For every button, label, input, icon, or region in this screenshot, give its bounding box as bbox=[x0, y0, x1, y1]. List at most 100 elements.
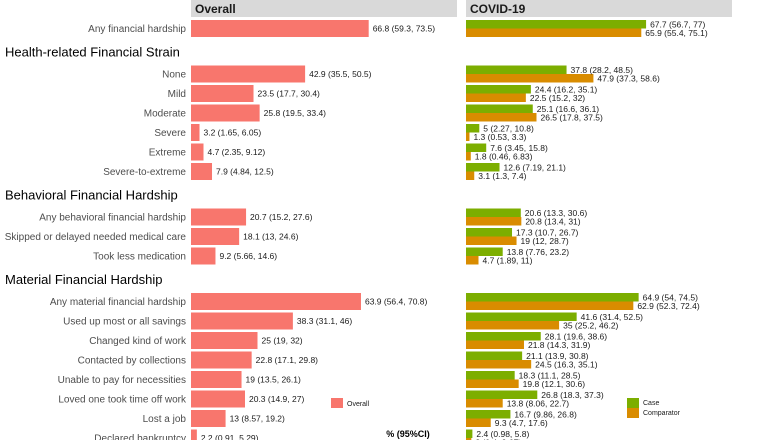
bar-label-case: 37.8 (28.2, 48.5) bbox=[571, 65, 634, 75]
bar-comparator bbox=[466, 418, 491, 427]
row-label: Extreme bbox=[149, 148, 187, 159]
bar-overall bbox=[191, 410, 226, 427]
bar-case bbox=[466, 65, 567, 74]
row-label: Lost a job bbox=[143, 414, 187, 425]
bar-case bbox=[466, 429, 473, 438]
bar-label-overall: 2.2 (0.91, 5.29) bbox=[201, 433, 259, 440]
bar-case bbox=[466, 410, 511, 419]
bar-label-case: 5 (2.27, 10.8) bbox=[483, 124, 534, 134]
bar-label-comparator: 47.9 (37.3, 58.6) bbox=[597, 74, 660, 84]
bar-overall bbox=[191, 163, 213, 180]
bar-comparator bbox=[466, 379, 519, 388]
bar-label-overall: 18.1 (13, 24.6) bbox=[243, 232, 298, 242]
bar-label-comparator: 1.3 (0.53, 3.3) bbox=[473, 132, 526, 142]
row-label: Unable to pay for necessities bbox=[58, 375, 186, 386]
row-label: Any financial hardship bbox=[88, 24, 186, 35]
bar-case bbox=[466, 104, 533, 113]
bar-case bbox=[466, 293, 639, 302]
row-label: Used up most or all savings bbox=[63, 317, 186, 328]
bar-label-overall: 4.7 (2.35, 9.12) bbox=[208, 147, 266, 157]
row-label: Changed kind of work bbox=[89, 336, 187, 347]
bar-overall bbox=[191, 20, 369, 37]
bar-comparator bbox=[466, 438, 472, 440]
bar-label-case: 26.8 (18.3, 37.3) bbox=[541, 390, 604, 400]
bar-label-case: 24.4 (16.2, 35.1) bbox=[535, 85, 598, 95]
bar-comparator bbox=[466, 28, 642, 37]
bar-label-overall: 42.9 (35.5, 50.5) bbox=[309, 69, 372, 79]
bar-overall bbox=[191, 65, 306, 83]
row-label: Took less medication bbox=[93, 252, 186, 263]
bar-case bbox=[466, 85, 531, 94]
bar-label-case: 12.6 (7.19, 21.1) bbox=[504, 163, 567, 173]
bar-label-overall: 25 (19, 32) bbox=[262, 336, 303, 346]
panel-title-covid: COVID-19 bbox=[470, 2, 526, 16]
section-title: Behavioral Financial Hardship bbox=[5, 188, 178, 203]
bar-overall bbox=[191, 293, 361, 310]
bar-comparator bbox=[466, 93, 526, 102]
bar-overall bbox=[191, 390, 245, 408]
row-label: Contacted by collections bbox=[78, 356, 186, 367]
bar-label-overall: 66.8 (59.3, 73.5) bbox=[373, 24, 436, 34]
bar-label-case: 20.6 (13.3, 30.6) bbox=[525, 208, 588, 218]
bar-case bbox=[466, 163, 500, 172]
bar-label-case: 13.8 (7.76, 23.2) bbox=[507, 247, 570, 257]
bar-case bbox=[466, 124, 480, 133]
bar-overall bbox=[191, 124, 200, 141]
bar-comparator bbox=[466, 152, 471, 161]
bar-label-overall: 20.3 (14.9, 27) bbox=[249, 394, 304, 404]
bar-overall bbox=[191, 104, 260, 122]
strip-covid bbox=[466, 0, 732, 17]
bar-label-overall: 9.2 (5.66, 14.6) bbox=[219, 251, 277, 261]
bar-label-comparator: 62.9 (52.3, 72.4) bbox=[637, 301, 700, 311]
section-title: Material Financial Hardship bbox=[5, 272, 163, 287]
bar-label-case: 25.1 (16.6, 36.1) bbox=[537, 104, 600, 114]
bar-label-case: 17.3 (10.7, 26.7) bbox=[516, 228, 579, 238]
bar-comparator bbox=[466, 256, 479, 265]
bar-overall bbox=[191, 429, 197, 440]
bar-overall bbox=[191, 208, 247, 226]
bar-label-overall: 19 (13.5, 26.1) bbox=[246, 375, 301, 385]
bar-label-case: 28.1 (19.6, 38.6) bbox=[545, 332, 608, 342]
bar-overall bbox=[191, 247, 216, 265]
bar-case bbox=[466, 143, 487, 152]
bar-case bbox=[466, 351, 523, 360]
bar-label-comparator: 2 (0.4, 9.67) bbox=[475, 438, 521, 440]
row-label: Moderate bbox=[144, 109, 187, 120]
bar-label-case: 67.7 (56.7, 77) bbox=[650, 20, 705, 30]
bar-case bbox=[466, 247, 503, 256]
bar-case bbox=[466, 332, 541, 341]
bar-label-overall: 63.9 (56.4, 70.8) bbox=[365, 297, 428, 307]
bar-label-case: 21.1 (13.9, 30.8) bbox=[526, 351, 589, 361]
legend-swatch-case bbox=[627, 398, 639, 408]
bar-overall bbox=[191, 85, 254, 102]
section-title: Health-related Financial Strain bbox=[5, 45, 180, 60]
bar-label-case: 18.3 (11.1, 28.5) bbox=[519, 371, 581, 381]
bar-overall bbox=[191, 351, 252, 369]
bar-label-comparator: 35 (25.2, 46.2) bbox=[563, 321, 618, 331]
bar-label-comparator: 20.8 (13.4, 31) bbox=[525, 217, 580, 227]
bar-label-comparator: 13.8 (8.06, 22.7) bbox=[507, 399, 570, 409]
bar-overall bbox=[191, 143, 204, 161]
bar-label-overall: 7.9 (4.84, 12.5) bbox=[216, 167, 274, 177]
bar-overall bbox=[191, 371, 242, 388]
panel-title-overall: Overall bbox=[195, 2, 236, 16]
bar-label-comparator: 4.7 (1.89, 11) bbox=[483, 256, 533, 266]
legend-swatch-overall bbox=[331, 398, 343, 408]
bar-label-comparator: 19.8 (12.1, 30.6) bbox=[523, 379, 586, 389]
legend-swatch-comparator bbox=[627, 408, 639, 418]
bar-label-overall: 23.5 (17.7, 30.4) bbox=[258, 89, 321, 99]
bar-comparator bbox=[466, 132, 470, 141]
row-label: None bbox=[162, 70, 186, 81]
bar-label-comparator: 24.5 (16.3, 35.1) bbox=[535, 360, 598, 370]
bar-label-comparator: 9.3 (4.7, 17.6) bbox=[495, 418, 548, 428]
bar-label-comparator: 1.8 (0.46, 6.83) bbox=[475, 152, 533, 162]
row-label: Skipped or delayed needed medical care bbox=[5, 232, 187, 243]
bar-comparator bbox=[466, 340, 524, 349]
bar-label-overall: 38.3 (31.1, 46) bbox=[297, 316, 352, 326]
bar-label-comparator: 26.5 (17.8, 37.5) bbox=[540, 113, 603, 123]
legend-label-overall: Overall bbox=[347, 401, 370, 408]
bar-comparator bbox=[466, 236, 517, 245]
bar-comparator bbox=[466, 171, 475, 180]
bar-label-case: 7.6 (3.45, 15.8) bbox=[490, 143, 548, 153]
